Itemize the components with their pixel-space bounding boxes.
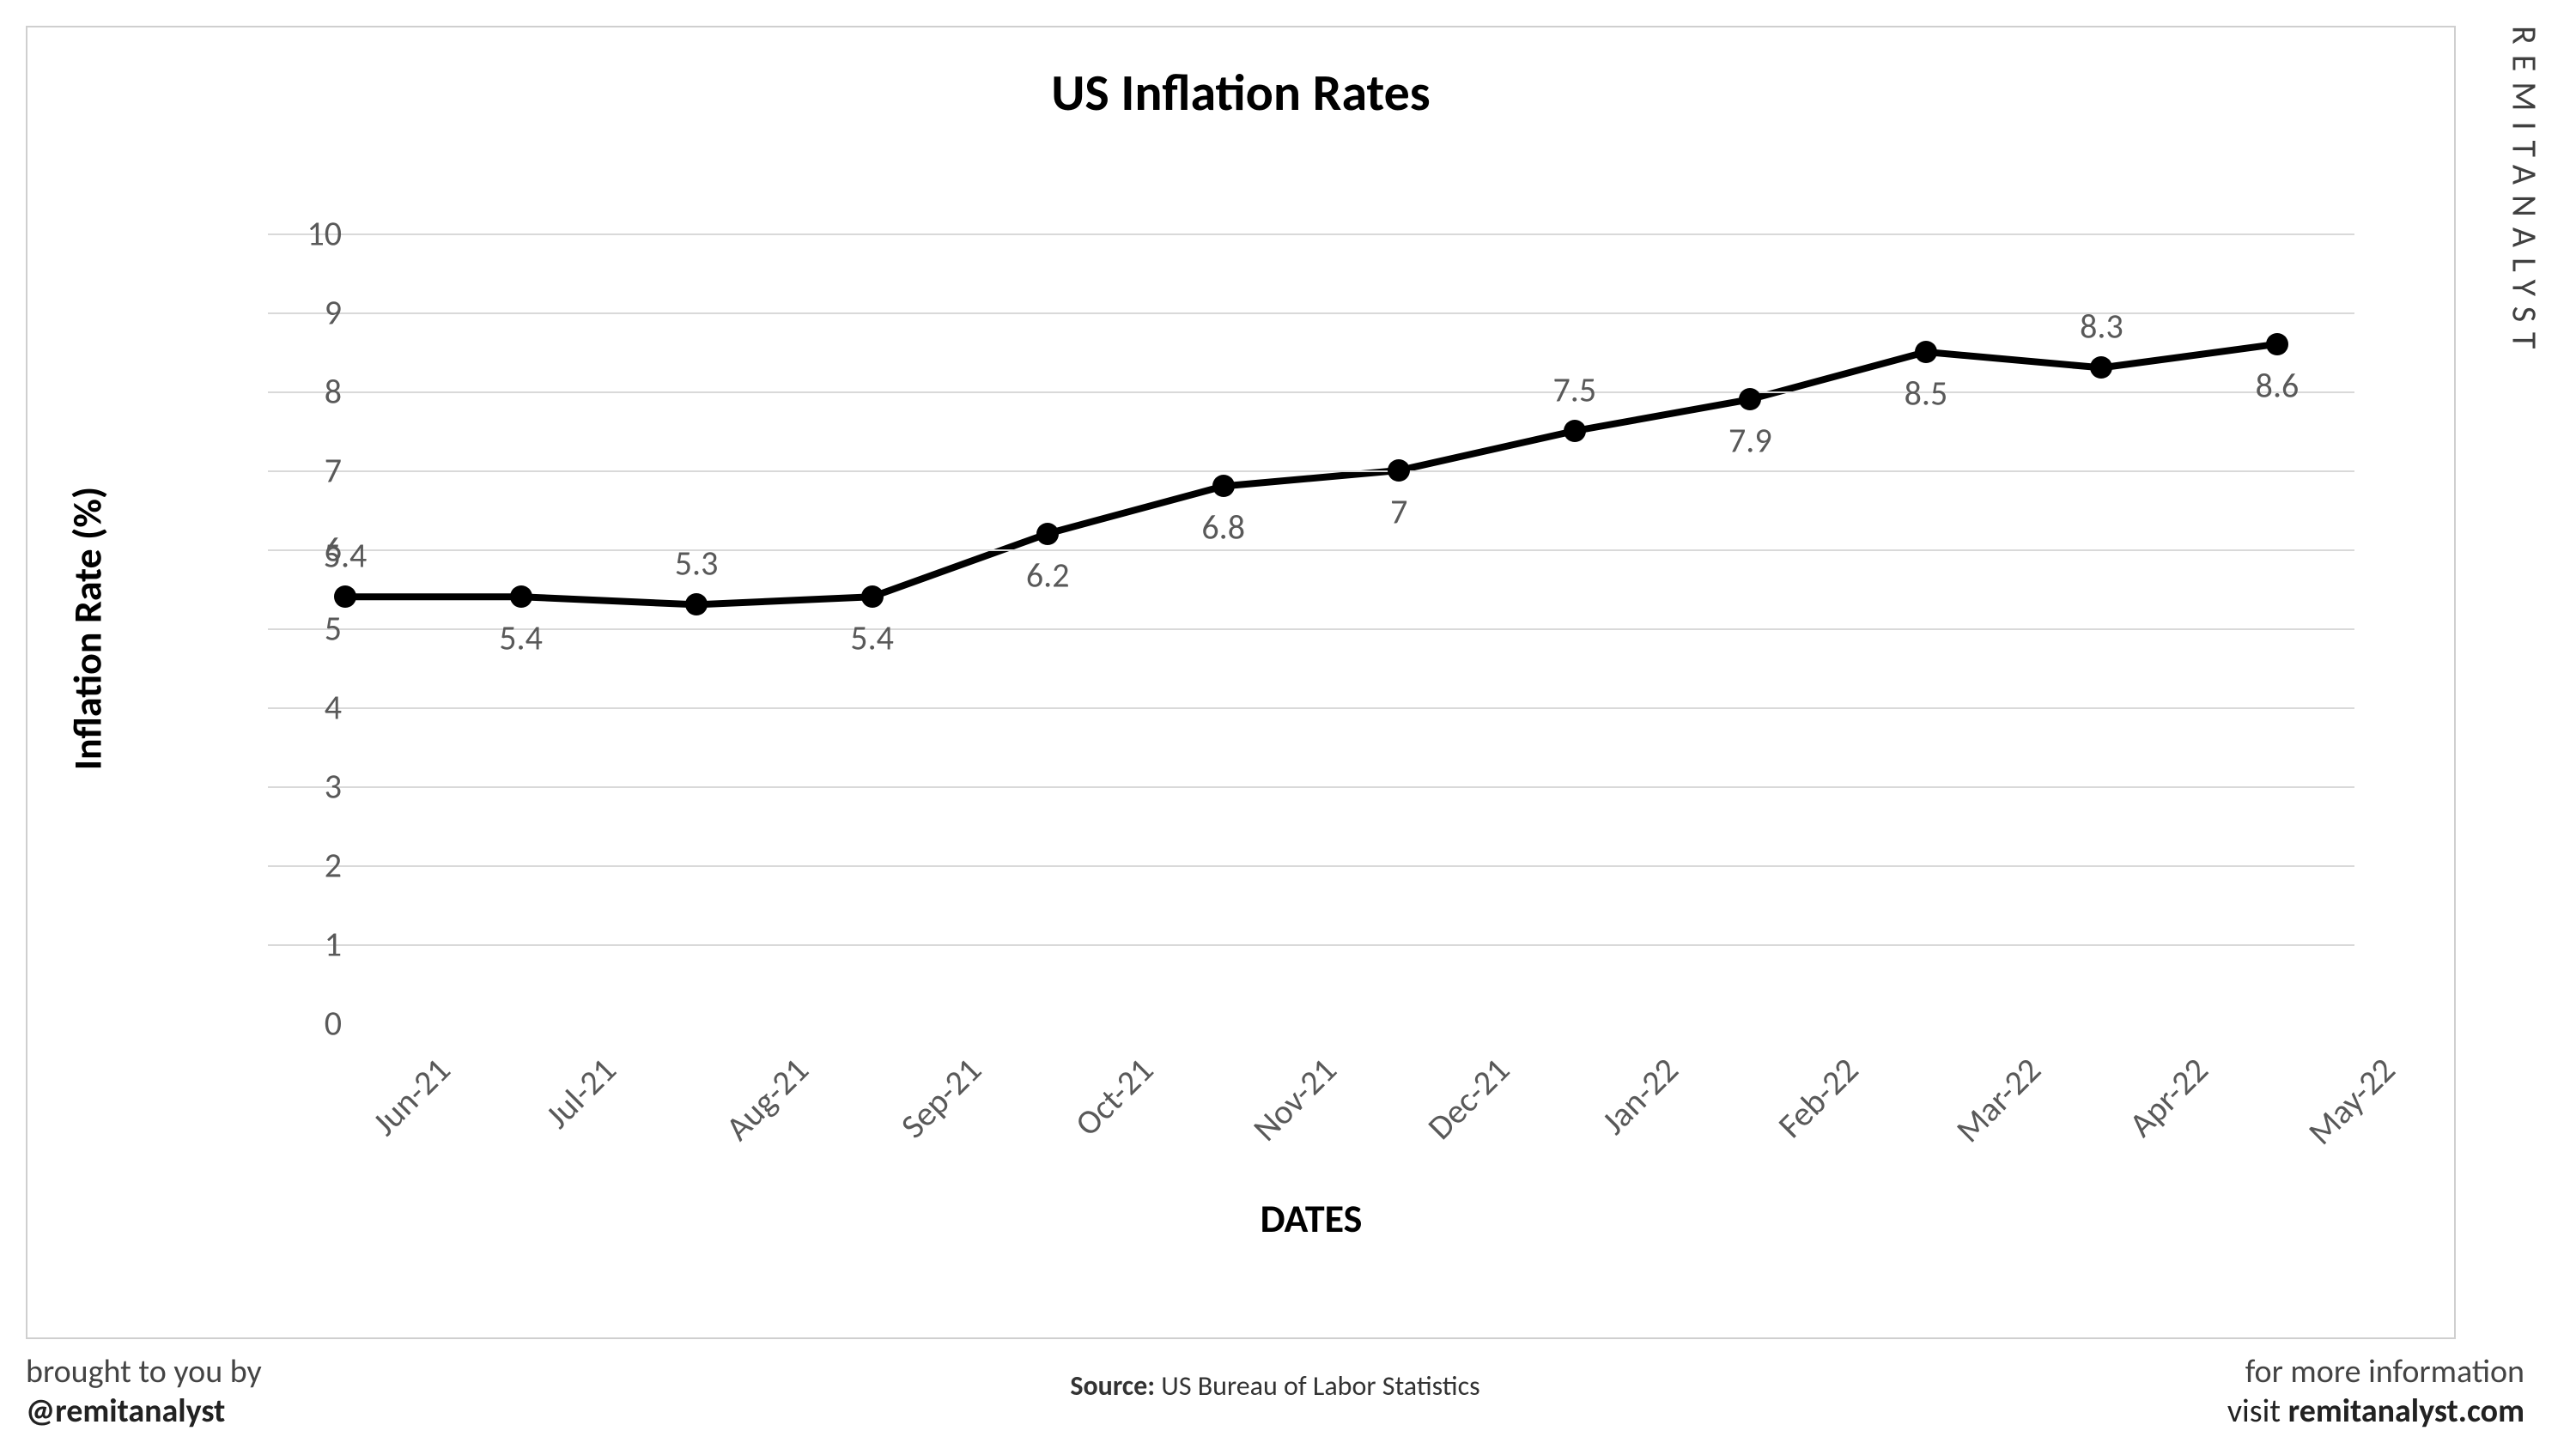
y-tick-label: 7 [256,450,342,492]
data-label: 7 [1390,491,1407,533]
data-label: 6.8 [1201,506,1245,549]
y-tick-label: 5 [256,608,342,650]
gridline [268,391,2354,393]
y-axis-label: Inflation Rate (%) [62,233,113,1023]
gridline [268,707,2354,709]
y-tick-label: 4 [256,687,342,729]
data-marker [1388,459,1410,482]
y-axis-label-text: Inflation Rate (%) [64,487,112,771]
series-line [345,344,2277,605]
data-marker [334,585,356,608]
gridline [268,865,2354,867]
gridline [268,549,2354,551]
footer-center-text: US Bureau of Labor Statistics [1155,1369,1480,1403]
footer-right-line2-bold: remitanalyst.com [2288,1391,2524,1431]
gridline [268,312,2354,314]
data-label: 7.5 [1552,369,1596,411]
y-tick-label: 9 [256,292,342,334]
x-tick-label: Aug-21 [717,1049,817,1149]
data-label: 5.4 [499,617,543,659]
gridline [268,233,2354,235]
footer-right-line2-prefix: visit [2227,1391,2288,1431]
data-marker [1036,523,1059,545]
data-label: 8.3 [2080,306,2123,348]
data-marker [1739,388,1761,410]
data-marker [2266,333,2288,355]
data-label: 6.2 [1026,554,1070,596]
data-label: 5.4 [850,617,894,659]
footer-right-line2: visit remitanalyst.com [2227,1391,2524,1431]
x-tick-label: Sep-21 [891,1049,989,1147]
y-tick-label: 3 [256,766,342,808]
chart-frame: US Inflation Rates Inflation Rate (%) 5.… [26,26,2456,1339]
gridline [268,628,2354,630]
data-marker [861,585,884,608]
x-tick-label: Jan-22 [1593,1049,1686,1143]
y-tick-label: 2 [256,845,342,887]
data-label: 7.9 [1728,420,1772,462]
x-tick-label: May-22 [2300,1049,2403,1153]
data-label: 8.6 [2256,364,2300,406]
plot-area: 5.45.45.35.46.26.877.57.98.58.38.6 [268,233,2354,1023]
footer-center: Source: US Bureau of Labor Statistics [26,1369,2524,1403]
data-marker [1915,341,1937,363]
x-axis-label: DATES [268,1195,2354,1243]
y-tick-label: 8 [256,371,342,413]
footer: brought to you by @remitanalyst Source: … [26,1352,2524,1438]
brand-vertical-text: REMITANALYST [2504,26,2546,359]
x-tick-label: Nov-21 [1244,1049,1345,1149]
data-label: 8.5 [1905,373,1948,415]
y-tick-label: 1 [256,924,342,966]
gridline [268,786,2354,788]
y-tick-label: 10 [256,213,342,255]
gridline [268,470,2354,472]
x-tick-label: Jul-21 [537,1049,624,1137]
x-tick-label: Jun-21 [364,1049,459,1144]
y-tick-label: 0 [256,1003,342,1045]
brand-vertical: REMITANALYST [2486,26,2563,506]
data-label: 5.3 [675,543,719,585]
y-tick-label: 6 [256,529,342,571]
data-marker [685,593,708,615]
x-tick-label: Mar-22 [1947,1049,2050,1151]
data-marker [1212,475,1235,497]
data-marker [2090,356,2112,379]
data-marker [510,585,532,608]
gridline [268,944,2354,946]
footer-center-prefix: Source: [1070,1369,1155,1403]
x-tick-label: Feb-22 [1770,1049,1868,1147]
x-tick-label: Apr-22 [2121,1049,2217,1145]
x-tick-label: Dec-21 [1419,1049,1518,1148]
chart-title: US Inflation Rates [27,62,2454,124]
footer-right-line1: for more information [2227,1352,2524,1391]
data-marker [1564,420,1586,442]
footer-right: for more information visit remitanalyst.… [2227,1352,2524,1431]
x-tick-label: Oct-21 [1066,1049,1162,1144]
